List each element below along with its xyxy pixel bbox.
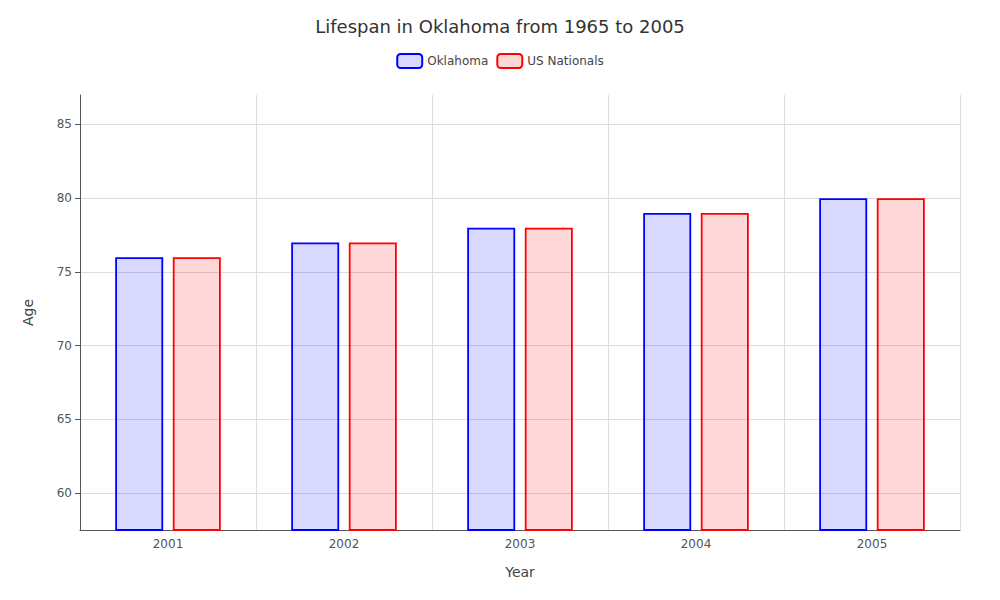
svg-text:2002: 2002 — [329, 537, 360, 551]
svg-text:75: 75 — [57, 265, 72, 279]
svg-text:US Nationals: US Nationals — [527, 54, 603, 68]
svg-text:Year: Year — [504, 564, 535, 580]
svg-text:80: 80 — [57, 191, 72, 205]
svg-text:85: 85 — [57, 117, 72, 131]
svg-text:Lifespan in Oklahoma from 1965: Lifespan in Oklahoma from 1965 to 2005 — [315, 16, 685, 37]
svg-text:60: 60 — [57, 486, 72, 500]
svg-text:Age: Age — [20, 299, 36, 326]
svg-text:2001: 2001 — [153, 537, 184, 551]
svg-text:2005: 2005 — [857, 537, 888, 551]
svg-text:2004: 2004 — [681, 537, 712, 551]
svg-text:65: 65 — [57, 412, 72, 426]
svg-text:2003: 2003 — [505, 537, 536, 551]
svg-text:Oklahoma: Oklahoma — [427, 54, 488, 68]
svg-text:70: 70 — [57, 339, 72, 353]
